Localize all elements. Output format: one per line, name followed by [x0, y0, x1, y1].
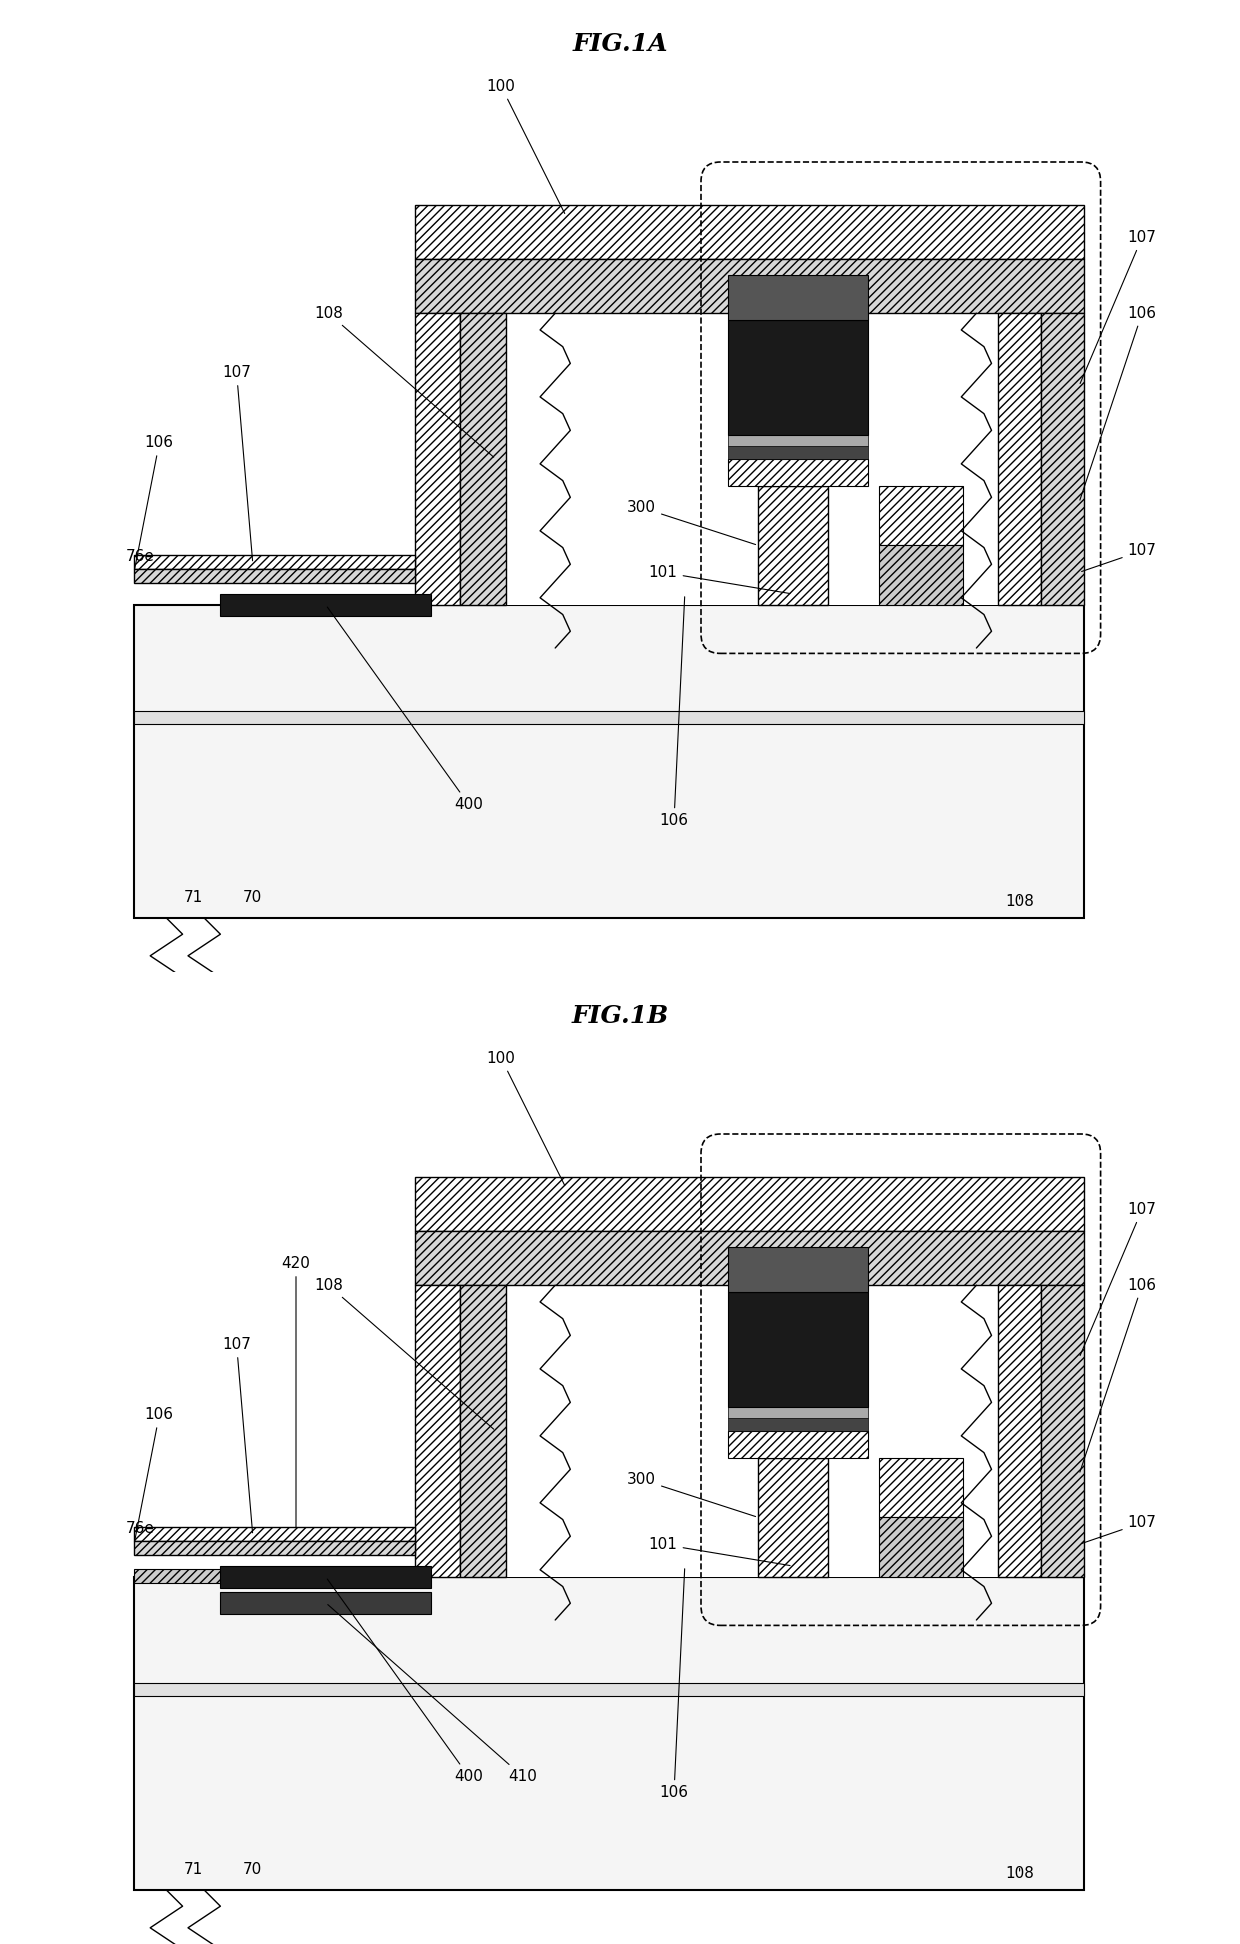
Bar — [134, 1542, 415, 1555]
Bar — [998, 313, 1042, 605]
Bar — [507, 1285, 998, 1577]
Text: 107: 107 — [1080, 229, 1157, 383]
Bar — [134, 556, 415, 570]
Bar — [507, 313, 998, 605]
Bar — [460, 1285, 506, 1577]
Text: 76e: 76e — [125, 548, 154, 564]
Bar — [728, 319, 868, 435]
Text: 400: 400 — [327, 1579, 484, 1785]
Bar — [415, 313, 460, 605]
Bar — [728, 1248, 868, 1291]
Text: 107: 107 — [1080, 1201, 1157, 1355]
Text: 107: 107 — [1081, 542, 1157, 572]
Text: 300: 300 — [627, 500, 755, 544]
Bar — [415, 1231, 1085, 1285]
Text: 100: 100 — [487, 80, 564, 214]
Text: 108: 108 — [314, 1277, 494, 1429]
Text: 106: 106 — [660, 597, 688, 828]
Bar — [134, 1569, 415, 1582]
Bar — [728, 459, 868, 486]
Text: 400: 400 — [327, 607, 484, 813]
Bar — [728, 1291, 868, 1407]
Text: 106: 106 — [134, 435, 174, 570]
Bar — [134, 1684, 1085, 1695]
Text: 410: 410 — [327, 1604, 537, 1785]
Text: 107: 107 — [222, 1337, 253, 1532]
Bar — [998, 1285, 1042, 1577]
Bar — [134, 1577, 1085, 1890]
Text: FIG.1A: FIG.1A — [572, 33, 668, 56]
Bar — [134, 570, 415, 583]
Bar — [728, 276, 868, 319]
Bar — [134, 605, 1085, 918]
Bar — [221, 1592, 432, 1614]
Text: 106: 106 — [1080, 305, 1157, 500]
Text: 71: 71 — [184, 890, 203, 904]
Text: 70: 70 — [243, 1862, 263, 1876]
Bar — [728, 1431, 868, 1458]
Text: 71: 71 — [184, 1862, 203, 1876]
Text: FIG.1B: FIG.1B — [572, 1005, 668, 1028]
Text: 106: 106 — [134, 1407, 174, 1542]
Bar — [1042, 313, 1085, 605]
Bar — [1042, 1285, 1085, 1577]
Bar — [728, 435, 868, 445]
Text: 101: 101 — [649, 1538, 790, 1565]
Bar — [134, 1528, 415, 1542]
Bar — [728, 1407, 868, 1417]
Text: 108: 108 — [314, 305, 494, 457]
Bar — [879, 1518, 963, 1577]
Bar — [415, 1178, 1085, 1231]
Bar — [134, 712, 1085, 723]
Bar — [758, 486, 828, 605]
Bar — [879, 486, 963, 546]
Bar — [728, 1417, 868, 1431]
Text: 100: 100 — [487, 1052, 564, 1186]
Bar — [221, 595, 432, 616]
Bar — [879, 546, 963, 605]
Text: 420: 420 — [281, 1256, 310, 1528]
Text: 76e: 76e — [125, 1520, 154, 1536]
Text: 108: 108 — [1006, 894, 1034, 910]
Bar — [415, 206, 1085, 259]
Text: 107: 107 — [1081, 1514, 1157, 1544]
Bar — [221, 1567, 432, 1588]
Text: 107: 107 — [222, 365, 253, 560]
Text: 70: 70 — [243, 890, 263, 904]
Bar — [415, 1285, 460, 1577]
Text: 101: 101 — [649, 566, 790, 593]
Text: 106: 106 — [660, 1569, 688, 1800]
Bar — [879, 1458, 963, 1518]
Text: 300: 300 — [627, 1472, 755, 1516]
Text: 108: 108 — [1006, 1866, 1034, 1882]
Bar — [460, 313, 506, 605]
Bar — [728, 445, 868, 459]
Text: 106: 106 — [1080, 1277, 1157, 1472]
Bar — [415, 259, 1085, 313]
Bar — [758, 1458, 828, 1577]
